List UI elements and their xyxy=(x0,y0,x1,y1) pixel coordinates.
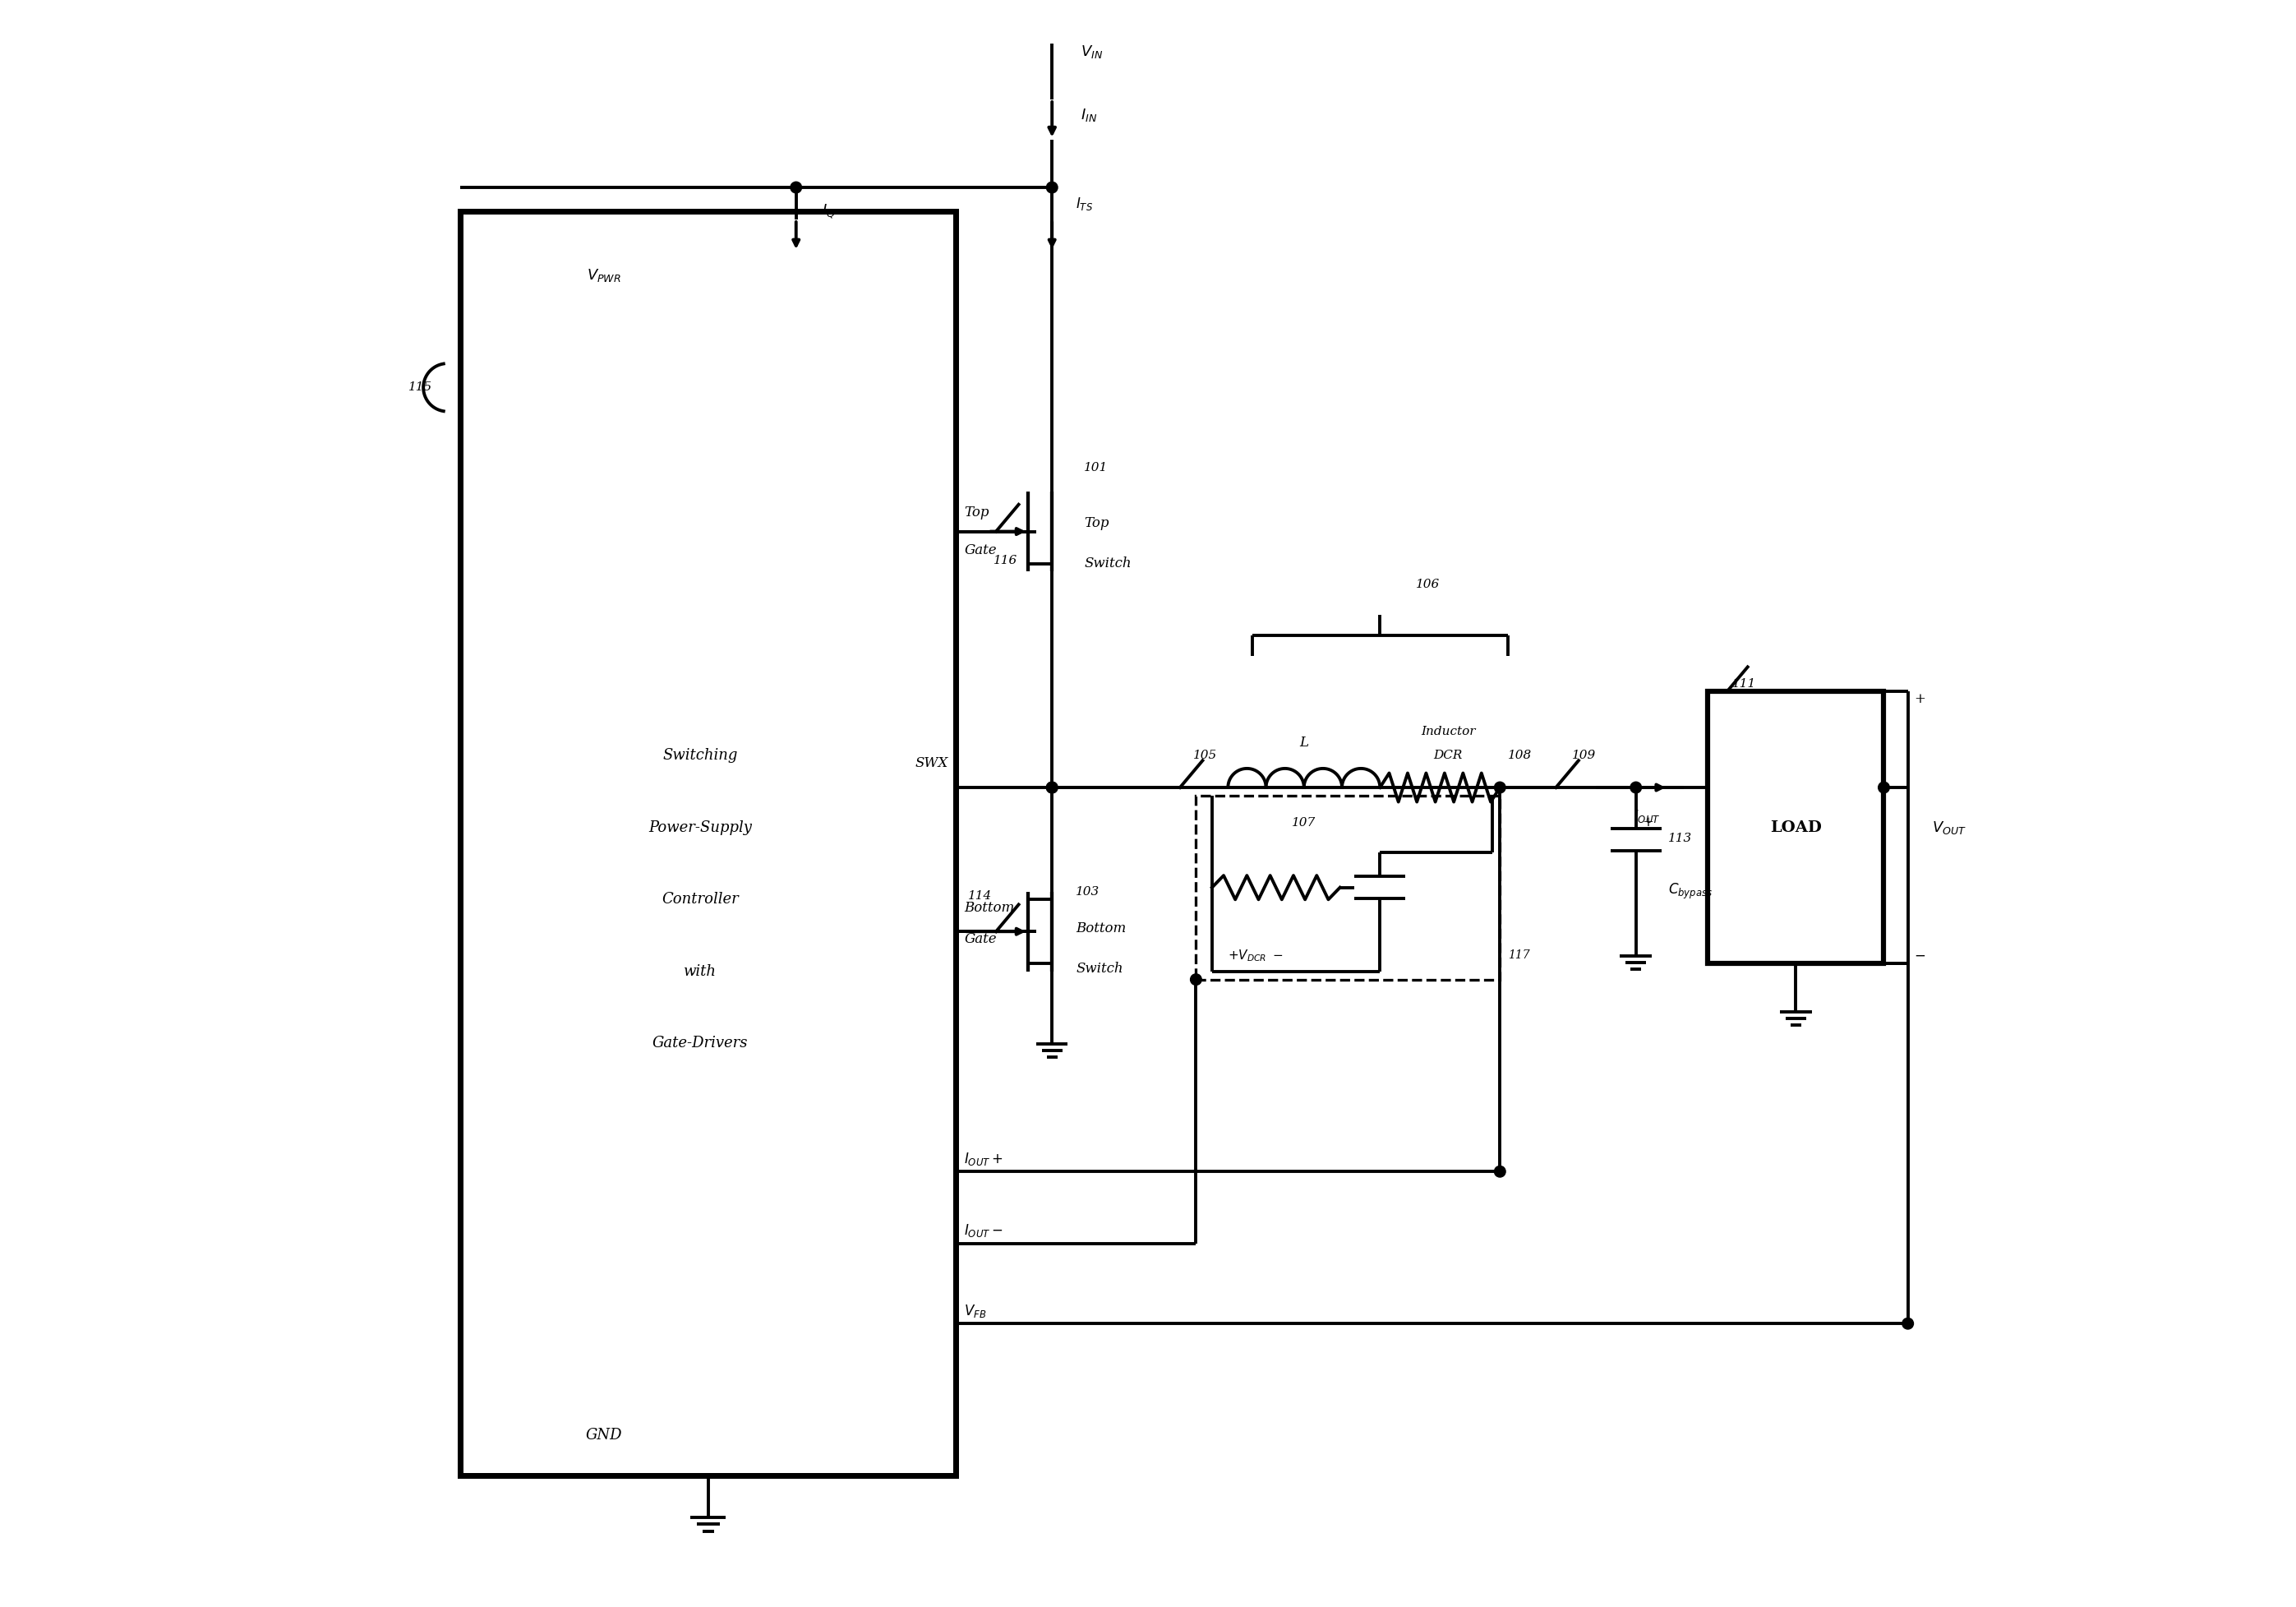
Text: +: + xyxy=(1915,693,1926,707)
Text: Gate: Gate xyxy=(964,543,996,558)
Text: $V_{FB}$: $V_{FB}$ xyxy=(964,1303,987,1319)
Text: L: L xyxy=(1300,736,1309,750)
Circle shape xyxy=(790,182,801,193)
Text: Top: Top xyxy=(964,505,990,519)
Bar xyxy=(1196,795,1499,980)
Text: 103: 103 xyxy=(1077,885,1100,897)
Bar xyxy=(459,212,955,1475)
Text: 109: 109 xyxy=(1573,750,1596,762)
Text: 106: 106 xyxy=(1417,579,1440,590)
Text: Switching: Switching xyxy=(664,749,737,763)
Text: Switch: Switch xyxy=(1084,556,1132,570)
Text: DCR: DCR xyxy=(1433,750,1463,762)
Text: $I_{TS}$: $I_{TS}$ xyxy=(1077,194,1093,212)
Text: $I_{OUT}-$: $I_{OUT}-$ xyxy=(964,1223,1003,1239)
Text: $+V_{DCR}\ -$: $+V_{DCR}\ -$ xyxy=(1228,948,1283,963)
Text: Inductor: Inductor xyxy=(1421,726,1476,738)
Text: Bottom: Bottom xyxy=(964,900,1015,914)
Text: 114: 114 xyxy=(969,890,992,902)
Text: LOAD: LOAD xyxy=(1770,820,1821,836)
Text: +: + xyxy=(1642,816,1653,829)
Text: $C_{bypass}$: $C_{bypass}$ xyxy=(1667,882,1713,902)
Text: 107: 107 xyxy=(1293,816,1316,829)
Circle shape xyxy=(1047,783,1058,794)
Circle shape xyxy=(1047,783,1058,794)
Text: Gate-Drivers: Gate-Drivers xyxy=(652,1037,748,1051)
Text: $I_{IN}$: $I_{IN}$ xyxy=(1081,108,1097,124)
Text: $I_{OUT}+$: $I_{OUT}+$ xyxy=(964,1151,1003,1167)
Text: 115: 115 xyxy=(409,382,432,394)
Text: $V_{IN}$: $V_{IN}$ xyxy=(1081,43,1102,59)
Circle shape xyxy=(1047,182,1058,193)
Text: 116: 116 xyxy=(994,554,1017,566)
Circle shape xyxy=(1495,783,1506,794)
Circle shape xyxy=(1495,1167,1506,1178)
Text: Switch: Switch xyxy=(1077,961,1123,975)
Text: $I_Q$: $I_Q$ xyxy=(822,202,836,220)
Bar xyxy=(1708,691,1883,964)
Text: Gate: Gate xyxy=(964,932,996,947)
Text: 108: 108 xyxy=(1508,750,1531,762)
Circle shape xyxy=(1903,1318,1913,1329)
Text: $V_{PWR}$: $V_{PWR}$ xyxy=(588,267,622,284)
Text: Power-Supply: Power-Supply xyxy=(647,820,751,836)
Text: 105: 105 xyxy=(1194,750,1217,762)
Text: SWX: SWX xyxy=(914,757,948,770)
Text: Controller: Controller xyxy=(661,892,739,906)
Text: with: with xyxy=(684,964,716,979)
Text: GND: GND xyxy=(585,1429,622,1443)
Circle shape xyxy=(1630,783,1642,794)
Text: 117: 117 xyxy=(1508,950,1529,961)
Text: 113: 113 xyxy=(1667,832,1692,844)
Circle shape xyxy=(1189,974,1201,985)
Text: Top: Top xyxy=(1084,516,1109,530)
Text: Bottom: Bottom xyxy=(1077,921,1127,935)
Text: $V_{OUT}$: $V_{OUT}$ xyxy=(1931,820,1965,836)
Text: $-$: $-$ xyxy=(1915,948,1926,963)
Circle shape xyxy=(1878,783,1890,794)
Text: 101: 101 xyxy=(1084,461,1109,472)
Text: $I_{OUT}$: $I_{OUT}$ xyxy=(1635,808,1660,824)
Text: 111: 111 xyxy=(1731,678,1756,689)
